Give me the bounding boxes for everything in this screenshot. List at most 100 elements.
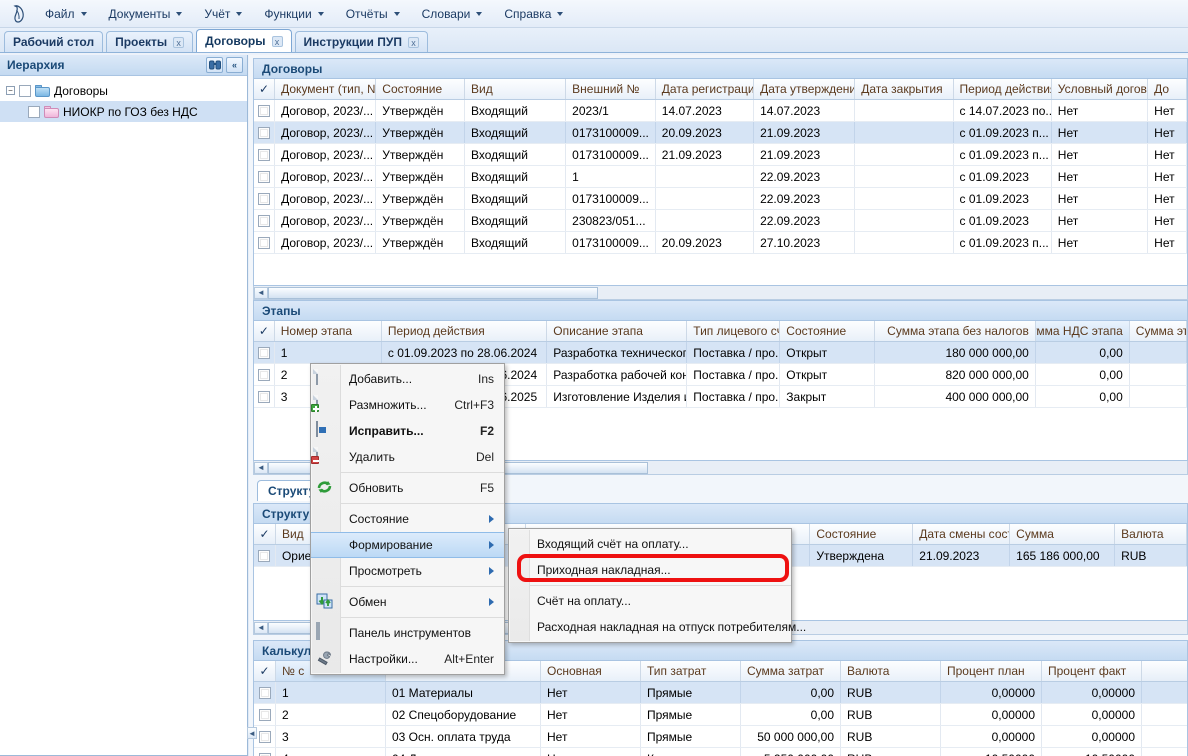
collapse-icon[interactable]: « <box>226 57 243 73</box>
column-header-cost-type[interactable]: Тип затрат <box>641 661 741 681</box>
table-row[interactable]: 1 с 01.09.2023 по 28.06.2024 Разработка … <box>254 342 1187 364</box>
column-header-percent-fact[interactable]: Процент факт <box>1042 661 1142 681</box>
column-header-registration-date[interactable]: Дата регистрации. <box>655 79 755 99</box>
context-menu-item-edit[interactable]: Исправить... F2 <box>311 418 504 444</box>
context-menu-item-refresh[interactable]: Обновить F5 <box>311 475 504 501</box>
tab-structure[interactable]: Структу <box>257 480 327 501</box>
submenu-item-incoming-invoice[interactable]: Входящий счёт на оплату... <box>509 531 791 557</box>
scroll-left-arrow[interactable]: ◄ <box>254 621 268 634</box>
row-checkbox[interactable] <box>254 188 276 209</box>
tab-projects[interactable]: Проекты x <box>106 31 194 52</box>
context-menu-item-exchange[interactable]: Обмен <box>311 589 504 615</box>
menu-item-help[interactable]: Справка <box>494 3 573 25</box>
column-header-period[interactable]: Период действия <box>381 321 548 341</box>
column-header-currency[interactable]: Валюта <box>1115 524 1187 544</box>
column-header-amount-no-tax[interactable]: Сумма этапа без налогов <box>875 321 1036 341</box>
row-checkbox[interactable] <box>254 386 275 407</box>
column-header-stage-number[interactable]: Номер этапа <box>274 321 382 341</box>
menu-item-file[interactable]: Файл <box>35 3 97 25</box>
row-checkbox[interactable] <box>254 364 275 385</box>
context-menu-item-view[interactable]: Просмотреть <box>311 558 504 584</box>
row-checkbox[interactable] <box>254 166 276 187</box>
menu-item-reports[interactable]: Отчёты <box>336 3 410 25</box>
contracts-horizontal-scrollbar[interactable]: ◄ <box>253 286 1188 300</box>
select-all-checkbox[interactable]: ✓ <box>254 661 276 681</box>
menu-item-functions[interactable]: Функции <box>254 3 333 25</box>
tab-contracts[interactable]: Договоры x <box>196 29 292 52</box>
column-header-vat-amount[interactable]: Сумма НДС этапа <box>1035 321 1130 341</box>
column-header-validity-period[interactable]: Период действия. <box>953 79 1052 99</box>
column-header-state-change-date[interactable]: Дата смены состоя <box>913 524 1011 544</box>
column-header-conditional-contract[interactable]: Условный договор <box>1051 79 1149 99</box>
row-checkbox[interactable] <box>254 342 275 363</box>
menu-item-documents[interactable]: Документы <box>99 3 193 25</box>
table-row[interactable]: Договор, 2023/... Утверждён Входящий 1 2… <box>254 166 1188 188</box>
context-menu-item-add[interactable]: Добавить... Ins <box>311 366 504 392</box>
column-header-description[interactable]: Описание этапа <box>547 321 688 341</box>
table-row[interactable]: Договор, 2023/... Утверждён Входящий 230… <box>254 210 1188 232</box>
select-all-checkbox[interactable]: ✓ <box>254 79 276 99</box>
column-header-state[interactable]: Состояние <box>780 321 876 341</box>
row-checkbox[interactable] <box>254 726 276 747</box>
submenu-item-outgoing-delivery-note[interactable]: Расходная накладная на отпуск потребител… <box>509 614 806 640</box>
context-menu-item-toolbar[interactable]: Панель инструментов <box>311 620 504 646</box>
column-header-cost-sum[interactable]: Сумма затрат <box>741 661 841 681</box>
column-header-kind[interactable]: Вид <box>464 79 567 99</box>
row-checkbox[interactable] <box>254 144 276 165</box>
column-header-sum[interactable]: Сумма <box>1010 524 1116 544</box>
column-header-approval-date[interactable]: Дата утверждения <box>754 79 856 99</box>
column-header-closing-date[interactable]: Дата закрытия <box>855 79 954 99</box>
table-row[interactable]: 1 01 Материалы Нет Прямые 0,00 RUB 0,000… <box>254 682 1187 704</box>
column-header-amount[interactable]: Сумма эт <box>1129 321 1187 341</box>
tree-node-contracts[interactable]: − Договоры <box>0 80 247 101</box>
column-header-percent-plan[interactable]: Процент план <box>941 661 1042 681</box>
context-menu-item-state[interactable]: Состояние <box>311 506 504 532</box>
tab-desktop[interactable]: Рабочий стол <box>4 31 104 52</box>
context-menu-item-duplicate[interactable]: Размножить... Ctrl+F3 <box>311 392 504 418</box>
column-header-state[interactable]: Состояние <box>376 79 465 99</box>
row-checkbox[interactable] <box>254 682 276 703</box>
menu-item-dictionaries[interactable]: Словари <box>412 3 493 25</box>
table-row[interactable]: 2 02 Спецоборудование Нет Прямые 0,00 RU… <box>254 704 1187 726</box>
binoculars-icon[interactable] <box>206 57 223 73</box>
row-checkbox[interactable] <box>254 704 276 725</box>
submenu-item-goods-receipt-note[interactable]: Приходная накладная... <box>509 557 791 583</box>
tree-node-niokr[interactable]: НИОКР по ГОЗ без НДС <box>0 101 247 122</box>
table-row[interactable]: Договор, 2023/... Утверждён Входящий 202… <box>254 100 1188 122</box>
table-row[interactable]: Договор, 2023/... Утверждён Входящий 017… <box>254 122 1188 144</box>
table-row[interactable]: Договор, 2023/... Утверждён Входящий 017… <box>254 232 1188 254</box>
row-checkbox[interactable] <box>254 748 276 756</box>
context-menu-item-formation[interactable]: Формирование <box>311 532 504 558</box>
column-header-main[interactable]: Основная <box>541 661 641 681</box>
close-icon[interactable]: x <box>271 35 283 47</box>
calculation-scroll-left-arrow[interactable]: ◄ <box>247 727 257 739</box>
column-header-state[interactable]: Состояние <box>810 524 914 544</box>
tree-checkbox[interactable] <box>28 105 40 118</box>
select-all-checkbox[interactable]: ✓ <box>254 524 276 544</box>
row-checkbox[interactable] <box>254 210 276 231</box>
context-menu-item-delete[interactable]: Удалить Del <box>311 444 504 470</box>
close-icon[interactable]: x <box>407 36 419 48</box>
scroll-left-arrow[interactable]: ◄ <box>254 461 268 474</box>
column-header-external-number[interactable]: Внешний № <box>566 79 656 99</box>
tree-checkbox[interactable] <box>19 84 31 97</box>
column-header-account-type[interactable]: Тип лицевого счёт <box>687 321 781 341</box>
row-checkbox[interactable] <box>254 100 276 121</box>
row-checkbox[interactable] <box>254 545 276 566</box>
table-row[interactable]: 4 04 Доп. оплата труда Нет Косвенные 5 2… <box>254 748 1187 756</box>
menu-item-accounting[interactable]: Учёт <box>194 3 252 25</box>
column-header-extra[interactable]: До <box>1148 79 1188 99</box>
scroll-thumb[interactable] <box>268 286 598 299</box>
table-row[interactable]: Договор, 2023/... Утверждён Входящий 017… <box>254 144 1188 166</box>
table-row[interactable]: Договор, 2023/... Утверждён Входящий 017… <box>254 188 1188 210</box>
expander-icon[interactable]: − <box>6 86 15 95</box>
table-row[interactable]: 3 03 Осн. оплата труда Нет Прямые 50 000… <box>254 726 1187 748</box>
column-header-document[interactable]: Документ (тип, № <box>275 79 377 99</box>
row-checkbox[interactable] <box>254 232 276 253</box>
close-icon[interactable]: x <box>173 36 185 48</box>
scroll-left-arrow[interactable]: ◄ <box>254 286 268 299</box>
column-header-currency[interactable]: Валюта <box>841 661 941 681</box>
submenu-item-invoice-for-payment[interactable]: Счёт на оплату... <box>509 588 791 614</box>
context-menu-item-settings[interactable]: Настройки... Alt+Enter <box>311 646 504 672</box>
select-all-checkbox[interactable]: ✓ <box>254 321 275 341</box>
